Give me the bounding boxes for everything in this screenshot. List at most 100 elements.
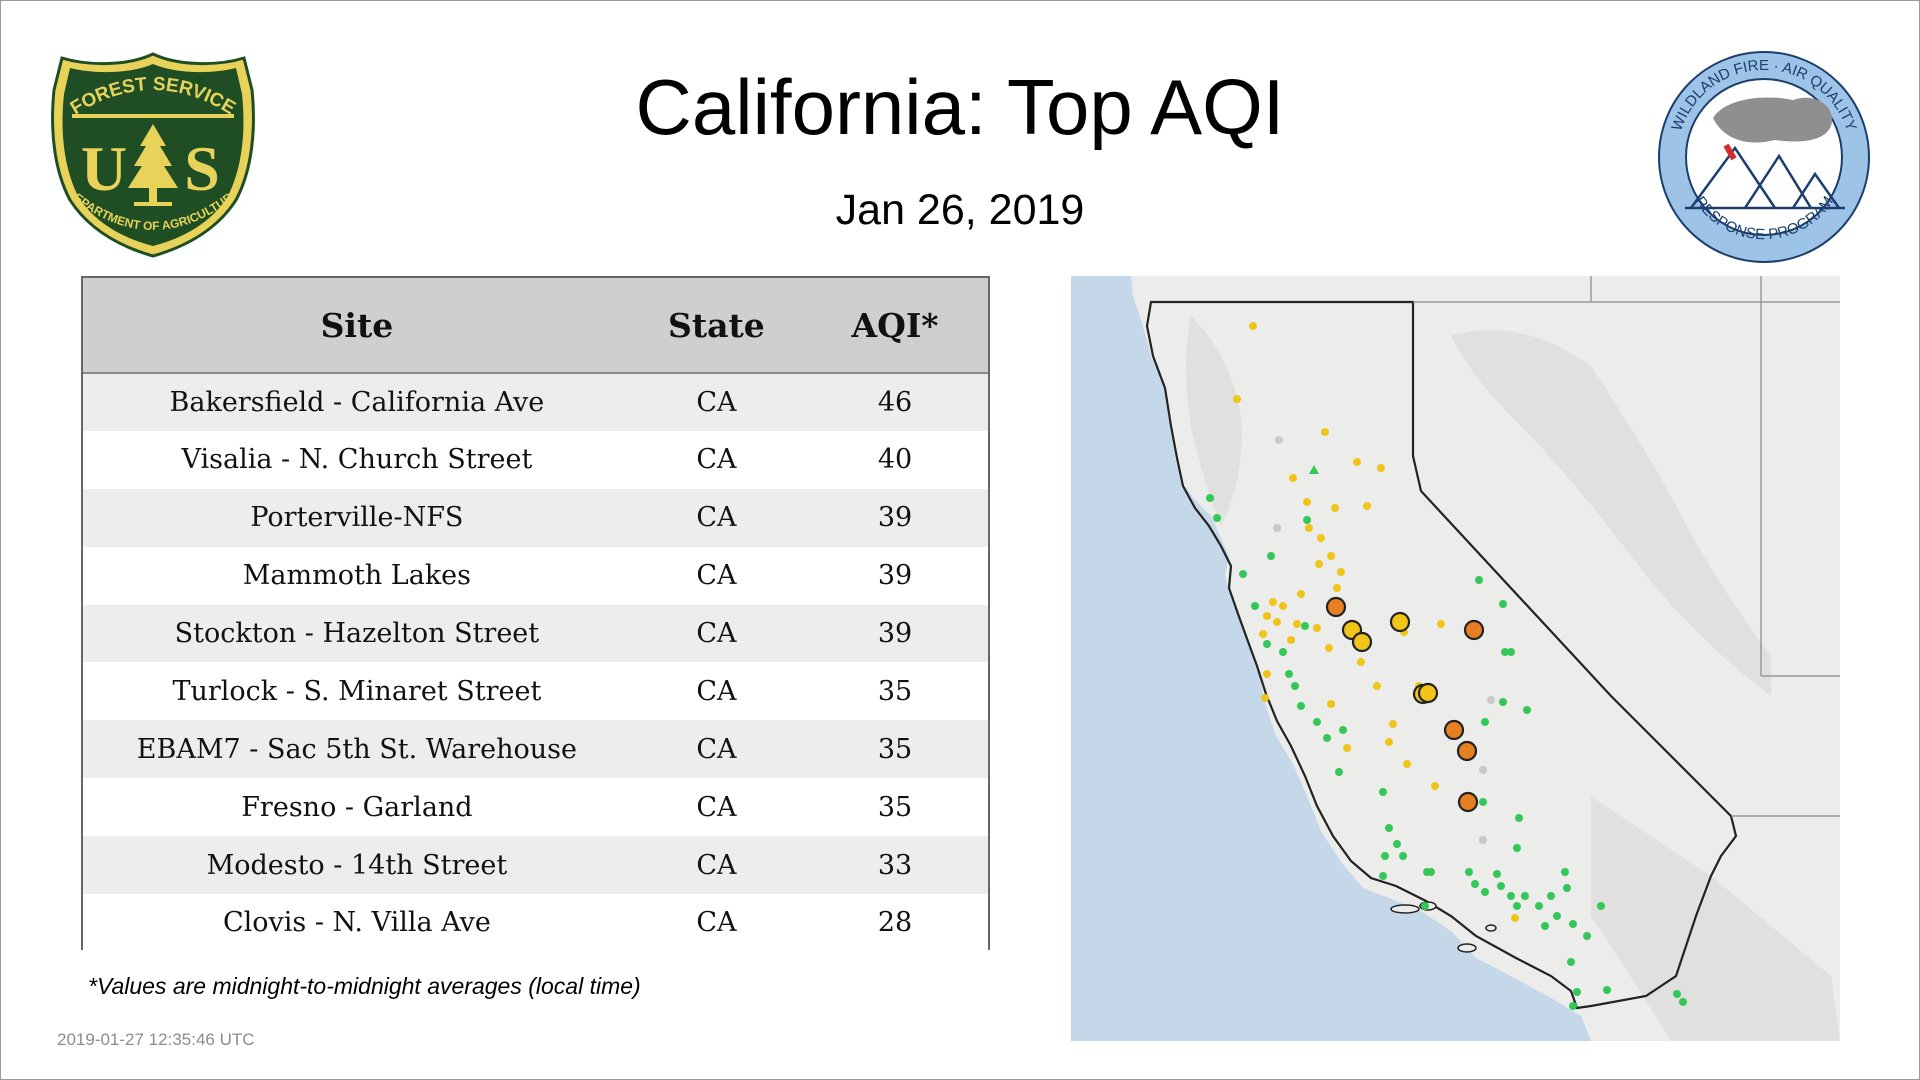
site-marker-moderate (1363, 502, 1371, 510)
table-row: Stockton - Hazelton Street CA 39 (83, 604, 988, 663)
site-marker-good (1569, 1002, 1577, 1010)
top-site-marker-yellow (1417, 682, 1439, 704)
state-cell: CA (696, 502, 737, 534)
mountains-icon (1685, 145, 1845, 210)
site-marker-good (1569, 920, 1577, 928)
site-marker-moderate (1437, 620, 1445, 628)
table-row: Clovis - N. Villa Ave CA 28 (83, 894, 988, 952)
site-marker-moderate (1337, 568, 1345, 576)
site-marker-good (1583, 932, 1591, 940)
state-cell: CA (696, 444, 737, 476)
aqi-cell: 39 (877, 560, 913, 592)
site-marker-good (1673, 990, 1681, 998)
site-marker-moderate (1317, 534, 1325, 542)
aqi-cell: 35 (877, 733, 913, 765)
site-marker-good (1501, 648, 1509, 656)
site-marker-good (1603, 986, 1611, 994)
table-row: Turlock - S. Minaret Street CA 35 (83, 662, 988, 721)
table-row: EBAM7 - Sac 5th St. Warehouse CA 35 (83, 720, 988, 779)
site-marker-good (1597, 902, 1605, 910)
site-cell: Porterville-NFS (250, 502, 464, 534)
top-site-marker-yellow (1389, 611, 1411, 633)
aqi-cell: 39 (877, 618, 913, 649)
column-header-state: State (668, 305, 765, 345)
site-marker-good (1267, 552, 1275, 560)
site-cell: Fresno - Garland (241, 791, 473, 823)
state-cell: CA (696, 733, 737, 765)
california-border (1145, 300, 1738, 1010)
aqi-cell: 28 (877, 907, 913, 939)
site-cell: Mammoth Lakes (242, 560, 472, 592)
site-marker-good (1379, 872, 1387, 880)
site-marker-moderate (1289, 474, 1297, 482)
site-marker-good (1291, 682, 1299, 690)
site-marker-good (1475, 576, 1483, 584)
site-cell: Stockton - Hazelton Street (174, 618, 540, 649)
site-marker-moderate (1263, 612, 1271, 620)
site-marker-good (1471, 880, 1479, 888)
site-marker-good (1335, 768, 1343, 776)
site-marker-good (1421, 902, 1429, 910)
smoke-icon (1713, 97, 1833, 143)
site-marker-good (1563, 884, 1571, 892)
site-marker-moderate (1357, 658, 1365, 666)
california-aqi-map (1071, 276, 1840, 1041)
aqi-cell: 35 (877, 791, 913, 823)
site-marker-good (1481, 718, 1489, 726)
state-cell: CA (696, 849, 737, 881)
state-cell: CA (696, 618, 737, 649)
site-marker-moderate (1327, 552, 1335, 560)
site-marker-moderate (1305, 524, 1313, 532)
aqi-cell: 35 (877, 675, 913, 707)
site-marker-good (1523, 706, 1531, 714)
table-row: Bakersfield - California Ave CA 46 (83, 373, 988, 431)
aqi-cell: 46 (877, 386, 913, 418)
site-marker-good (1263, 640, 1271, 648)
usfs-logo: FOREST SERVICE U S DEPARTMENT OF AGRICUL… (44, 39, 258, 260)
report-date: Jan 26, 2019 (835, 186, 1085, 234)
site-marker-no-data (1487, 696, 1495, 704)
terrain-shading (1186, 316, 1840, 1041)
site-marker-good (1499, 698, 1507, 706)
site-marker-good (1567, 958, 1575, 966)
site-marker-good (1381, 852, 1389, 860)
table-row: Modesto - 14th Street CA 33 (83, 836, 988, 895)
site-marker-moderate (1353, 458, 1361, 466)
site-cell: Clovis - N. Villa Ave (222, 907, 491, 939)
site-marker-good (1285, 670, 1293, 678)
site-marker-good (1541, 922, 1549, 930)
site-marker-no-data (1275, 436, 1283, 444)
site-marker-moderate (1279, 602, 1287, 610)
site-marker-good (1465, 868, 1473, 876)
top-site-marker-orange (1457, 791, 1479, 813)
site-marker-good (1481, 888, 1489, 896)
column-header-site: Site (320, 305, 394, 345)
site-marker-good (1497, 882, 1505, 890)
state-cell: CA (696, 560, 737, 592)
site-marker-good (1499, 600, 1507, 608)
aqi-cell: 39 (877, 502, 913, 534)
site-marker-moderate (1377, 464, 1385, 472)
site-marker-moderate (1511, 914, 1519, 922)
site-marker-moderate (1233, 395, 1241, 403)
site-marker-moderate (1315, 560, 1323, 568)
site-marker-moderate (1249, 322, 1257, 330)
site-marker-no-data (1273, 524, 1281, 532)
site-marker-good (1513, 902, 1521, 910)
site-marker-good (1679, 998, 1687, 1006)
site-marker-good (1507, 648, 1515, 656)
site-marker-moderate (1389, 720, 1397, 728)
site-marker-moderate (1343, 744, 1351, 752)
site-marker-good (1561, 868, 1569, 876)
wfaq-logo: WILDLAND FIRE · AIR QUALITY RESPONSE PRO… (1655, 48, 1873, 266)
site-marker-good (1379, 788, 1387, 796)
page-title: California: Top AQI (635, 63, 1285, 151)
aqi-table: Site State AQI* Bakersfield - California… (81, 276, 990, 952)
site-markers (1206, 322, 1687, 1010)
site-marker-moderate (1403, 760, 1411, 768)
site-marker-no-data (1479, 836, 1487, 844)
column-header-aqi: AQI* (851, 305, 939, 345)
site-marker-moderate (1373, 682, 1381, 690)
site-cell: EBAM7 - Sac 5th St. Warehouse (136, 733, 578, 765)
site-marker-good (1573, 988, 1581, 996)
